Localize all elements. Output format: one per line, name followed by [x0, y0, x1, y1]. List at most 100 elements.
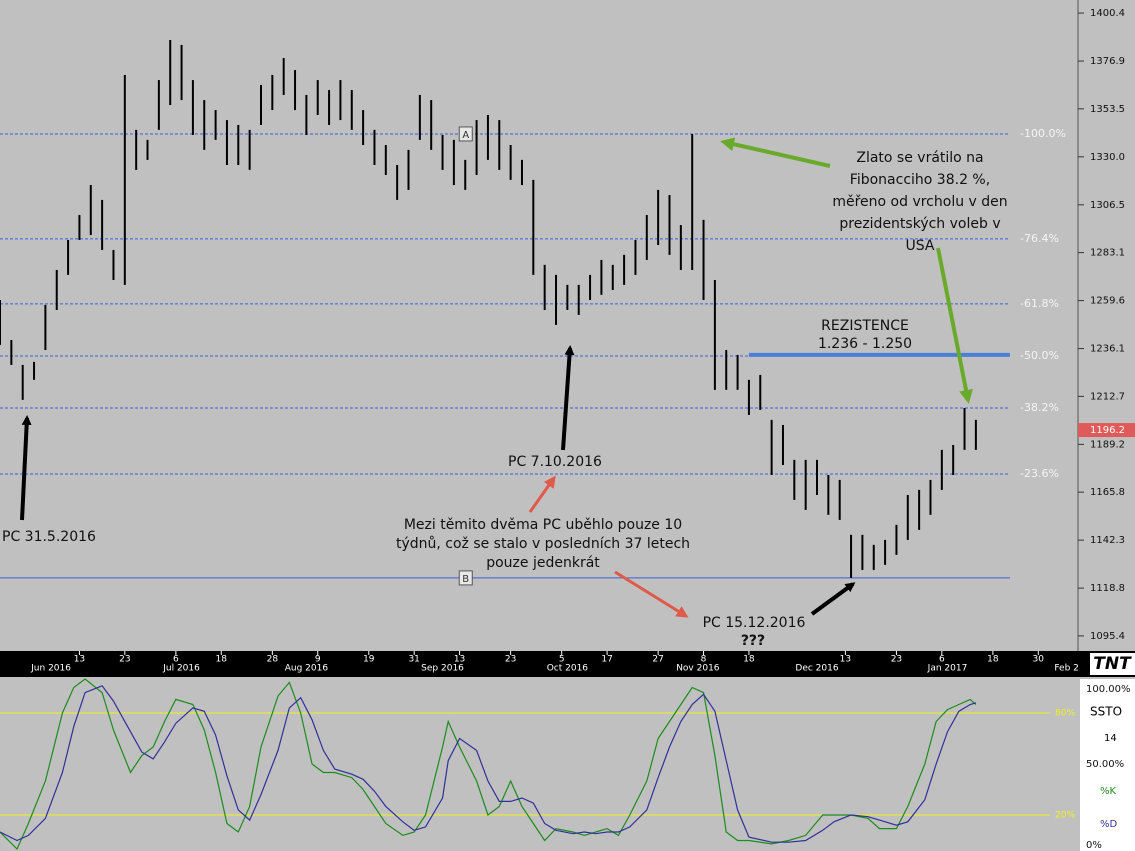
level-label: 20% [1055, 811, 1075, 821]
y-tick-label: 1400.4 [1090, 8, 1125, 19]
x-tick-label: 28 [267, 655, 279, 665]
fib-label: -100.0% [1020, 127, 1066, 140]
x-tick-label: 13 [74, 655, 85, 665]
x-month-label: Nov 2016 [676, 664, 720, 674]
y-tick-label: 1165.8 [1090, 487, 1125, 498]
annotation-line: měřeno od vrcholu v den [832, 194, 1007, 210]
x-tick-label: 6 [173, 655, 179, 665]
fib-label: -76.4% [1020, 232, 1059, 245]
marker-label: A [462, 130, 469, 141]
annotation-line: pouze jedenkrát [486, 555, 600, 571]
level-label: 80% [1055, 709, 1075, 719]
x-tick-label: 23 [891, 655, 902, 665]
arrow [720, 137, 831, 168]
arrows [20, 137, 973, 618]
price-plot [0, 40, 1010, 579]
fib-label: -38.2% [1020, 401, 1059, 414]
y-tick-label: 1283.1 [1090, 248, 1125, 259]
marker-label: B [462, 574, 469, 585]
arrow [936, 247, 973, 404]
x-tick-label: 19 [363, 655, 375, 665]
x-month-label: Dec 2016 [795, 664, 838, 674]
x-tick-label: 6 [939, 655, 945, 665]
logo-box [1090, 653, 1135, 675]
y-tick-label: 100.00% [1086, 684, 1131, 695]
fib-label: -50.0% [1020, 349, 1059, 362]
annotation-line: týdnů, což se stalo v posledních 37 lete… [396, 536, 690, 552]
annotation-line: PC 7.10.2016 [508, 454, 602, 470]
x-tick-label: 23 [505, 655, 516, 665]
x-month-label: Feb 2 [1054, 664, 1079, 674]
x-tick-label: 5 [559, 655, 565, 665]
x-tick-label: 27 [652, 655, 663, 665]
indicator-title: SSTO [1090, 705, 1122, 719]
x-tick-label: 23 [119, 655, 130, 665]
annotation-line: PC 31.5.2016 [2, 529, 96, 545]
x-month-label: Sep 2016 [421, 664, 464, 674]
arrow [20, 415, 32, 521]
arrow [528, 475, 556, 513]
fib-label: -61.8% [1020, 297, 1059, 310]
x-month-label: Aug 2016 [285, 664, 329, 674]
y-tick-label: 1142.3 [1090, 535, 1125, 546]
legend-entry: %K [1100, 786, 1117, 797]
y-tick-label: 1236.1 [1090, 344, 1125, 355]
resistance-label: 1.236 - 1.250 [818, 336, 912, 352]
stoch-panel [0, 677, 1135, 851]
x-tick-label: 30 [1033, 655, 1045, 665]
annotation-line: ??? [741, 633, 765, 649]
y-tick-label: 1095.4 [1090, 631, 1125, 642]
resistance-label: REZISTENCE [821, 318, 909, 334]
x-month-label: Jul 2016 [162, 664, 200, 674]
x-tick-label: 17 [601, 655, 612, 665]
y-tick-label: 1118.8 [1090, 583, 1125, 594]
x-axis-strip [0, 651, 1135, 677]
marker-box [458, 126, 473, 142]
y-tick-label: 1259.6 [1090, 296, 1125, 307]
x-tick-label: 18 [216, 655, 228, 665]
x-tick-label: 9 [315, 655, 321, 665]
arrow [614, 570, 689, 618]
stoch-line [0, 685, 977, 843]
indicator-period: 14 [1104, 733, 1117, 744]
marker-box [458, 570, 473, 586]
y-tick-label: 1306.5 [1090, 200, 1125, 211]
overlay: Zlato se vrátilo na Fibonacciho 38.2 %, … [2, 8, 1135, 851]
x-tick-label: 8 [701, 655, 707, 665]
annotation-line: USA [906, 238, 935, 254]
annotation-line: Zlato se vrátilo na [856, 150, 983, 166]
y-tick-label: 0% [1086, 840, 1102, 851]
arrow [561, 345, 575, 451]
x-tick-label: 18 [743, 655, 755, 665]
y-tick-label: 1330.0 [1090, 152, 1125, 163]
y-tick-label: 1189.2 [1090, 439, 1125, 450]
logo: TNT [1093, 654, 1132, 674]
annotation: Zlato se vrátilo na Fibonacciho 38.2 %, … [832, 150, 1007, 254]
current-price-label: 1196.2 [1090, 425, 1125, 436]
legend-entry: %D [1100, 819, 1118, 830]
y-tick-label: 50.00% [1086, 759, 1124, 770]
x-tick-label: 13 [454, 655, 465, 665]
stoch-axis-panel [1080, 679, 1135, 851]
annotation-line: PC 15.12.2016 [703, 615, 806, 631]
stoch-plot [0, 678, 1050, 851]
x-month-label: Oct 2016 [547, 664, 589, 674]
x-tick-label: 31 [408, 655, 419, 665]
annotation-line: prezidentských voleb v [839, 216, 1000, 232]
price-panel [0, 0, 1135, 651]
annotation-line: Mezi těmito dvěma PC uběhlo pouze 10 [404, 517, 682, 533]
fib-label: -23.6% [1020, 467, 1059, 480]
current-price-box [1078, 423, 1135, 438]
arrow [810, 582, 856, 616]
y-tick-label: 1212.7 [1090, 391, 1125, 402]
x-month-label: Jan 2017 [927, 664, 968, 674]
stoch-line [0, 678, 977, 851]
y-tick-label: 1376.9 [1090, 56, 1125, 67]
x-month-label: Jun 2016 [30, 664, 71, 674]
annotation-line: Fibonacciho 38.2 %, [850, 172, 990, 188]
x-tick-label: 18 [987, 655, 999, 665]
y-tick-label: 1353.5 [1090, 104, 1125, 115]
annotation: Mezi těmito dvěma PC uběhlo pouze 10 týd… [396, 517, 690, 571]
x-tick-label: 13 [840, 655, 851, 665]
